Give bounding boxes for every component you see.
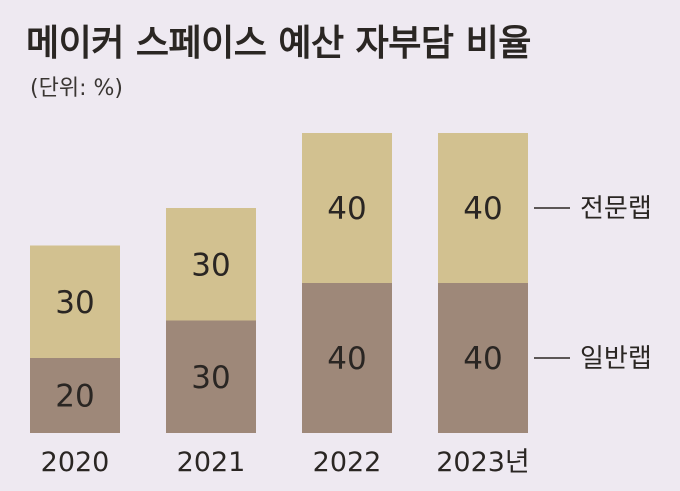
x-tick-label: 2021: [177, 447, 246, 478]
bar-segment-special-1: [166, 208, 256, 321]
x-tick-label: 2022: [313, 447, 382, 478]
bar-segment-general-1: [166, 320, 256, 433]
x-tick-label: 2020: [41, 447, 110, 478]
legend-label: 전문랩: [580, 194, 652, 224]
data-label: 30: [191, 360, 230, 396]
bar-segment-general-0: [30, 358, 120, 433]
bar-segment-special-0: [30, 245, 120, 358]
data-label: 40: [327, 341, 366, 377]
data-label: 40: [463, 341, 502, 377]
chart-title: 메이커 스페이스 예산 자부담 비율: [26, 23, 531, 64]
data-label: 40: [327, 191, 366, 227]
legend-label: 일반랩: [580, 344, 652, 374]
x-tick-label: 2023년: [436, 447, 530, 478]
data-label: 40: [463, 191, 502, 227]
data-label: 20: [55, 379, 94, 415]
data-label: 30: [55, 285, 94, 321]
bar-segment-special-3: [438, 133, 528, 283]
bar-segment-special-2: [302, 133, 392, 283]
bar-segment-general-3: [438, 283, 528, 433]
unit-label: (단위: %): [30, 76, 123, 101]
data-label: 30: [191, 247, 230, 283]
bar-segment-general-2: [302, 283, 392, 433]
